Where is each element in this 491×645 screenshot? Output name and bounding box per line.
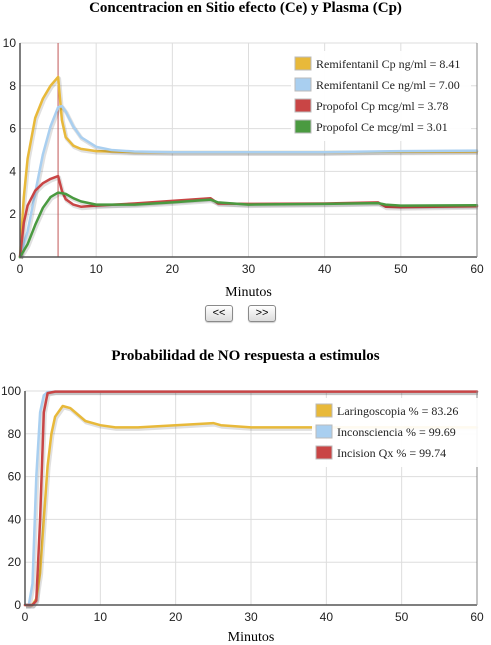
legend-label: Incision Qx % = 99.74 [337,446,446,460]
x-tick-label: 0 [22,610,29,624]
legend-swatch [294,98,312,113]
next-button[interactable]: >> [248,305,276,322]
y-tick-label: 40 [8,512,22,526]
legend-box [291,51,471,141]
legend-swatch [315,403,333,418]
x-tick-label: 30 [242,262,256,276]
concentration-chart: 0 10 20 30 40 50 60 0 2 4 6 8 10 Remifentanil Cp ng/m… [3,36,484,300]
y-tick-label: 8 [9,79,16,93]
y-tick-label: 80 [8,427,22,441]
legend-swatch [315,424,333,439]
legend-swatch [294,77,312,92]
previous-button[interactable]: << [205,305,233,322]
x-axis-label: Minutos [228,630,275,645]
y-tick-label: 60 [8,470,22,484]
legend-label: Laringoscopia % = 83.26 [337,404,458,418]
y-tick-label: 0 [14,598,21,612]
legend-box [312,398,480,467]
y-tick-label: 20 [8,555,22,569]
legend-swatch [294,119,312,134]
x-tick-label: 0 [17,262,24,276]
x-tick-label: 50 [395,610,409,624]
legend-label: Remifentanil Ce ng/ml = 7.00 [316,78,460,92]
x-tick-label: 40 [320,610,334,624]
y-tick-label: 100 [1,384,21,398]
x-tick-label: 10 [89,262,103,276]
x-tick-label: 60 [470,610,484,624]
y-tick-label: 10 [3,36,17,50]
x-tick-label: 60 [470,262,484,276]
series-line-shadow [19,192,479,260]
y-tick-label: 2 [9,207,16,221]
y-tick-label: 6 [9,122,16,136]
x-tick-label: 40 [318,262,332,276]
x-axis-label: Minutos [225,285,272,300]
x-tick-label: 30 [244,610,258,624]
legend-label: Propofol Cp mcg/ml = 3.78 [316,99,448,113]
y-tick-label: 0 [9,250,16,264]
chart1-title: Concentracion en Sitio efecto (Ce) y Pla… [89,0,402,16]
legend-swatch [315,445,333,460]
y-tick-label: 4 [9,164,16,178]
x-tick-label: 50 [394,262,408,276]
chart2-title: Probabilidad de NO respuesta a estimulos [111,348,380,364]
x-tick-label: 20 [166,262,180,276]
series-line-1 [23,404,479,607]
legend-swatch [294,56,312,71]
series-line-4 [18,191,479,259]
legend-label: Remifentanil Cp ng/ml = 8.41 [316,57,460,71]
x-tick-label: 20 [169,610,183,624]
series-line-3 [23,390,479,607]
x-tick-label: 10 [94,610,108,624]
series-line-2 [18,104,479,259]
legend-label: Propofol Ce mcg/ml = 3.01 [316,120,448,134]
legend-label: Inconsciencia % = 99.69 [337,425,456,439]
